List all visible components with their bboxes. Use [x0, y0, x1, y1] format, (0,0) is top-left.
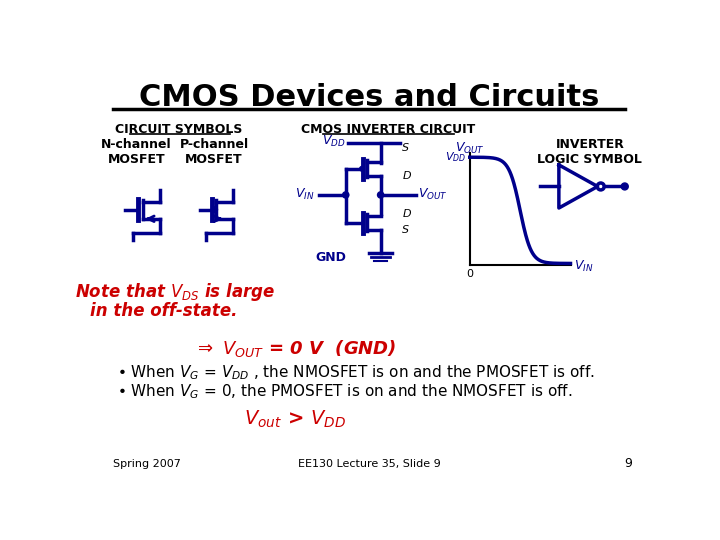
Text: 9: 9	[625, 457, 632, 470]
Text: P-channel
MOSFET: P-channel MOSFET	[179, 138, 248, 166]
Text: in the off-state.: in the off-state.	[90, 302, 238, 320]
Circle shape	[343, 192, 349, 198]
Text: GND: GND	[315, 251, 346, 264]
Circle shape	[360, 166, 364, 171]
Text: S: S	[402, 225, 410, 234]
Circle shape	[377, 192, 384, 198]
Text: $V_{IN}$: $V_{IN}$	[575, 259, 594, 274]
Text: $V_{DD}$: $V_{DD}$	[322, 134, 346, 150]
Text: $V_{OUT}$: $V_{OUT}$	[455, 140, 485, 156]
Text: $V_{DD}$: $V_{DD}$	[446, 150, 467, 164]
Text: CMOS INVERTER CIRCUIT: CMOS INVERTER CIRCUIT	[301, 123, 475, 136]
Text: • When $V_G$ = $V_{DD}$ , the NMOSFET is on and the PMOSFET is off.: • When $V_G$ = $V_{DD}$ , the NMOSFET is…	[117, 363, 595, 382]
Circle shape	[212, 207, 217, 212]
Circle shape	[621, 183, 629, 190]
Text: N-channel
MOSFET: N-channel MOSFET	[102, 138, 172, 166]
Text: • When $V_G$ = 0, the PMOSFET is on and the NMOSFET is off.: • When $V_G$ = 0, the PMOSFET is on and …	[117, 383, 572, 401]
Text: D: D	[402, 209, 411, 219]
Text: D: D	[402, 171, 411, 181]
Text: 0: 0	[467, 269, 473, 279]
Text: $V_{OUT}$: $V_{OUT}$	[418, 187, 448, 202]
Text: $V_{IN}$: $V_{IN}$	[295, 187, 315, 202]
Text: Spring 2007: Spring 2007	[113, 458, 181, 469]
Text: INVERTER
LOGIC SYMBOL: INVERTER LOGIC SYMBOL	[537, 138, 642, 166]
Text: CMOS Devices and Circuits: CMOS Devices and Circuits	[139, 83, 599, 112]
Text: S: S	[402, 143, 410, 153]
Text: Note that $V_{DS}$ is large: Note that $V_{DS}$ is large	[75, 281, 275, 303]
Text: $V_{out}$ > $V_{DD}$: $V_{out}$ > $V_{DD}$	[245, 408, 346, 430]
Text: EE130 Lecture 35, Slide 9: EE130 Lecture 35, Slide 9	[297, 458, 441, 469]
Text: $\Rightarrow$ $V_{OUT}$ = 0 V  (GND): $\Rightarrow$ $V_{OUT}$ = 0 V (GND)	[194, 338, 397, 359]
Text: CIRCUIT SYMBOLS: CIRCUIT SYMBOLS	[115, 123, 243, 136]
